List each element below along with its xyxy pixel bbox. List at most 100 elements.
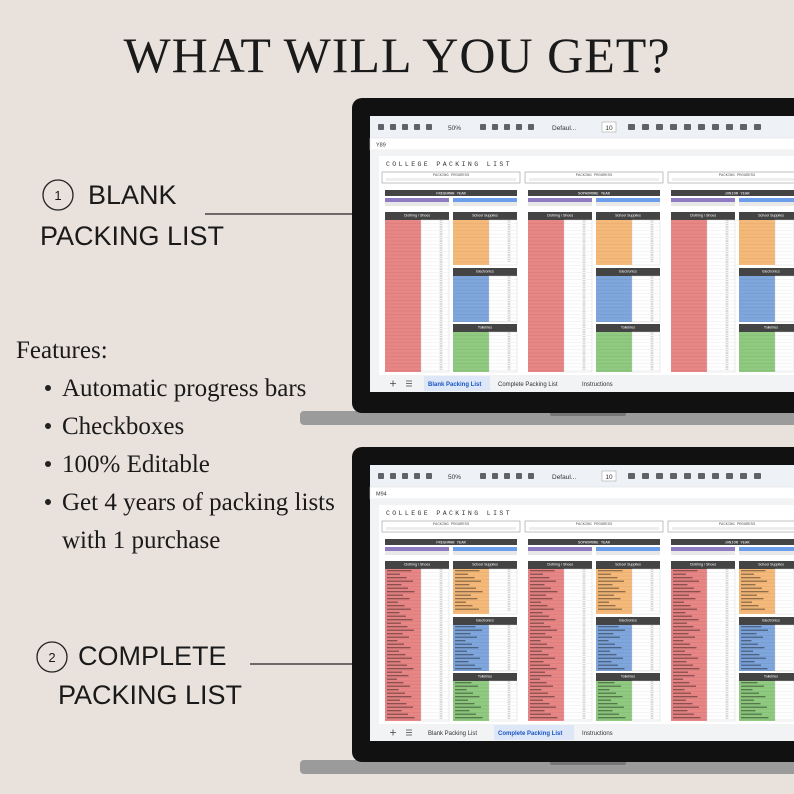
checkbox[interactable] xyxy=(507,646,511,649)
checkbox[interactable] xyxy=(507,367,511,370)
toolbar-icon[interactable] xyxy=(516,473,522,479)
checkbox[interactable] xyxy=(582,364,586,367)
checkbox[interactable] xyxy=(582,329,586,332)
checkbox[interactable] xyxy=(650,248,654,251)
checkbox[interactable] xyxy=(582,643,586,646)
checkbox[interactable] xyxy=(725,688,729,691)
checkbox[interactable] xyxy=(725,594,729,597)
checkbox[interactable] xyxy=(650,580,654,583)
checkbox[interactable] xyxy=(650,287,654,290)
toolbar-icon[interactable] xyxy=(670,124,677,130)
checkbox[interactable] xyxy=(439,308,443,311)
checkbox[interactable] xyxy=(507,357,511,360)
checkbox[interactable] xyxy=(582,706,586,709)
checkbox[interactable] xyxy=(650,343,654,346)
checkbox[interactable] xyxy=(439,248,443,251)
checkbox[interactable] xyxy=(725,262,729,265)
checkbox[interactable] xyxy=(507,304,511,307)
checkbox[interactable] xyxy=(582,618,586,621)
checkbox[interactable] xyxy=(439,639,443,642)
toolbar-icon[interactable] xyxy=(516,124,522,130)
checkbox[interactable] xyxy=(725,681,729,684)
checkbox[interactable] xyxy=(650,350,654,353)
checkbox[interactable] xyxy=(582,580,586,583)
checkbox[interactable] xyxy=(725,322,729,325)
checkbox[interactable] xyxy=(439,245,443,248)
sheet-menu[interactable] xyxy=(406,729,412,736)
checkbox[interactable] xyxy=(725,294,729,297)
checkbox[interactable] xyxy=(725,224,729,227)
checkbox[interactable] xyxy=(507,252,511,255)
checkbox[interactable] xyxy=(439,227,443,230)
checkbox[interactable] xyxy=(650,297,654,300)
sheet-tab[interactable]: Complete Packing List xyxy=(498,382,558,388)
checkbox[interactable] xyxy=(725,636,729,639)
checkbox[interactable] xyxy=(439,252,443,255)
checkbox[interactable] xyxy=(650,252,654,255)
checkbox[interactable] xyxy=(507,297,511,300)
checkbox[interactable] xyxy=(650,713,654,716)
checkbox[interactable] xyxy=(507,580,511,583)
checkbox[interactable] xyxy=(439,695,443,698)
checkbox[interactable] xyxy=(650,245,654,248)
checkbox[interactable] xyxy=(650,311,654,314)
checkbox[interactable] xyxy=(725,667,729,670)
checkbox[interactable] xyxy=(582,583,586,586)
toolbar-icon[interactable] xyxy=(390,124,396,130)
checkbox[interactable] xyxy=(507,632,511,635)
checkbox[interactable] xyxy=(582,576,586,579)
checkbox[interactable] xyxy=(650,367,654,370)
checkbox[interactable] xyxy=(725,280,729,283)
checkbox[interactable] xyxy=(725,297,729,300)
checkbox[interactable] xyxy=(582,339,586,342)
checkbox[interactable] xyxy=(507,339,511,342)
checkbox[interactable] xyxy=(582,587,586,590)
checkbox[interactable] xyxy=(650,255,654,258)
checkbox[interactable] xyxy=(582,639,586,642)
checkbox[interactable] xyxy=(725,583,729,586)
checkbox[interactable] xyxy=(439,280,443,283)
checkbox[interactable] xyxy=(439,629,443,632)
checkbox[interactable] xyxy=(650,692,654,695)
checkbox[interactable] xyxy=(507,597,511,600)
checkbox[interactable] xyxy=(439,332,443,335)
checkbox[interactable] xyxy=(650,587,654,590)
checkbox[interactable] xyxy=(582,255,586,258)
checkbox[interactable] xyxy=(725,346,729,349)
checkbox[interactable] xyxy=(507,569,511,572)
toolbar-icon[interactable] xyxy=(504,473,510,479)
checkbox[interactable] xyxy=(507,594,511,597)
checkbox[interactable] xyxy=(507,350,511,353)
checkbox[interactable] xyxy=(507,287,511,290)
checkbox[interactable] xyxy=(507,227,511,230)
checkbox[interactable] xyxy=(439,688,443,691)
checkbox[interactable] xyxy=(725,273,729,276)
checkbox[interactable] xyxy=(507,241,511,244)
checkbox[interactable] xyxy=(507,248,511,251)
toolbar-icon[interactable] xyxy=(656,124,663,130)
checkbox[interactable] xyxy=(439,618,443,621)
checkbox[interactable] xyxy=(507,685,511,688)
checkbox[interactable] xyxy=(582,318,586,321)
checkbox[interactable] xyxy=(439,224,443,227)
checkbox[interactable] xyxy=(439,269,443,272)
checkbox[interactable] xyxy=(582,350,586,353)
checkbox[interactable] xyxy=(582,702,586,705)
toolbar-icon[interactable] xyxy=(740,124,747,130)
checkbox[interactable] xyxy=(507,709,511,712)
checkbox[interactable] xyxy=(582,245,586,248)
checkbox[interactable] xyxy=(725,245,729,248)
checkbox[interactable] xyxy=(439,339,443,342)
checkbox[interactable] xyxy=(507,290,511,293)
checkbox[interactable] xyxy=(582,573,586,576)
checkbox[interactable] xyxy=(582,304,586,307)
checkbox[interactable] xyxy=(582,280,586,283)
checkbox[interactable] xyxy=(439,336,443,339)
checkbox[interactable] xyxy=(725,713,729,716)
checkbox[interactable] xyxy=(582,343,586,346)
checkbox[interactable] xyxy=(582,646,586,649)
checkbox[interactable] xyxy=(582,636,586,639)
checkbox[interactable] xyxy=(650,353,654,356)
toolbar-icon[interactable] xyxy=(754,124,761,130)
checkbox[interactable] xyxy=(650,653,654,656)
